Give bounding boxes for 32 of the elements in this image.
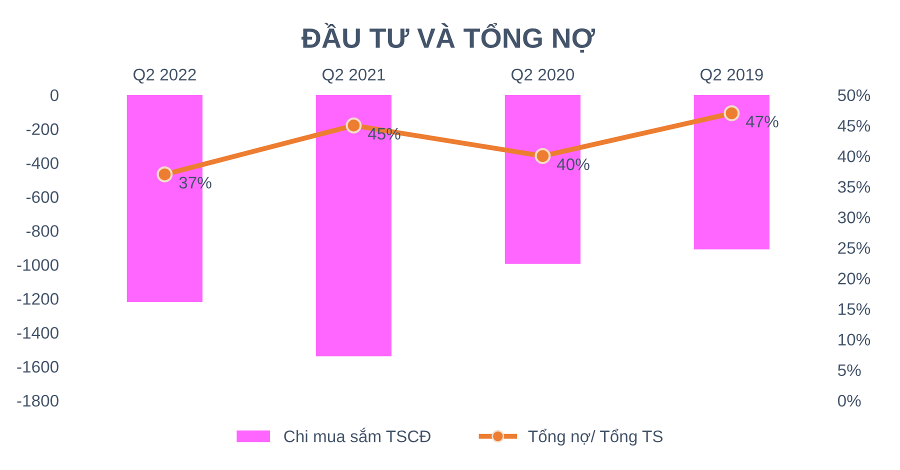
point [156, 166, 173, 182]
y2-tick-label: 20% [838, 272, 870, 284]
y-tick-label: -1000 [17, 259, 58, 271]
chart-title: ĐẦU TƯ VÀ TỔNG NỢ [301, 22, 595, 53]
x-tick-label: Q2 2021 [322, 68, 385, 84]
y2-tick-label: 15% [838, 303, 870, 315]
y2-tick-label: 45% [838, 120, 870, 132]
legend-label: Chi mua sắm TSCĐ [284, 428, 430, 442]
point [346, 118, 362, 134]
legend-label: Tổng nợ/ Tổng TS [528, 428, 663, 446]
y-tick-label: -400 [26, 157, 58, 170]
y-tick-label: -600 [26, 191, 58, 203]
y-tick-label: 0 [50, 89, 58, 102]
y2-tick-label: 0% [838, 394, 861, 407]
y-tick-label: -800 [26, 225, 58, 237]
x-tick-label: Q2 2020 [512, 68, 574, 84]
y2-tick-label: 35% [838, 180, 870, 193]
y2-tick-label: 50% [838, 89, 870, 102]
y-tick-label: -1800 [17, 394, 58, 407]
y-tick-label: -1200 [17, 293, 58, 305]
y-tick-label: -1400 [17, 326, 58, 339]
y2-tick-label: 40% [838, 150, 870, 162]
y2-tick-label: 5% [838, 364, 861, 376]
x-tick-label: Q2 2022 [134, 68, 196, 84]
point [724, 105, 740, 122]
y2-tick-label: 10% [838, 334, 870, 346]
y2-tick-label: 30% [838, 212, 870, 224]
x-tick-label: Q2 2019 [700, 68, 763, 84]
y-tick-label: -1600 [17, 360, 58, 373]
y2-tick-label: 25% [838, 242, 870, 254]
y-tick-label: -200 [26, 123, 58, 136]
point [534, 148, 551, 164]
